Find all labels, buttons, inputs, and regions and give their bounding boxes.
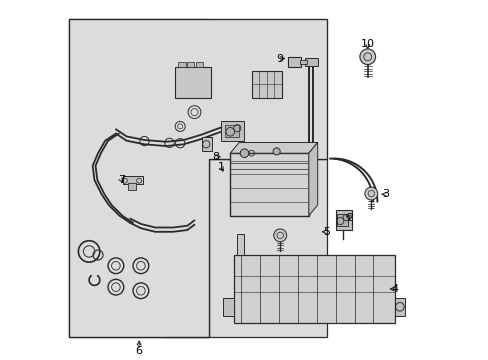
Bar (178, 62, 185, 67)
Bar (237, 234, 244, 255)
Text: 1: 1 (217, 162, 224, 172)
Bar (335, 210, 351, 230)
Bar (196, 62, 203, 67)
Polygon shape (69, 19, 326, 337)
Text: 7: 7 (118, 175, 124, 185)
Circle shape (240, 149, 248, 157)
FancyBboxPatch shape (287, 57, 300, 67)
Polygon shape (308, 143, 317, 216)
Bar (221, 121, 244, 141)
Bar (299, 60, 306, 64)
Polygon shape (69, 19, 208, 337)
Bar (123, 176, 142, 184)
FancyBboxPatch shape (175, 67, 210, 98)
Text: 10: 10 (360, 39, 374, 49)
Polygon shape (162, 19, 326, 337)
Bar (201, 137, 212, 152)
Text: 2: 2 (346, 212, 353, 222)
Circle shape (273, 229, 286, 242)
Bar (305, 58, 317, 66)
Bar (337, 214, 347, 226)
Bar (394, 298, 405, 316)
Circle shape (272, 148, 280, 155)
Text: 3: 3 (381, 189, 388, 199)
Bar (128, 183, 136, 190)
Bar (230, 153, 308, 216)
Circle shape (364, 187, 377, 200)
Text: 6: 6 (135, 346, 142, 356)
Text: 9: 9 (276, 54, 283, 64)
Bar (224, 125, 239, 137)
Circle shape (359, 49, 375, 64)
Bar (187, 62, 194, 67)
Text: 5: 5 (323, 227, 329, 237)
FancyBboxPatch shape (251, 71, 282, 98)
Bar (223, 298, 233, 316)
Text: 4: 4 (390, 284, 397, 294)
Bar (233, 255, 394, 323)
Text: 8: 8 (212, 152, 219, 162)
Polygon shape (230, 143, 317, 153)
